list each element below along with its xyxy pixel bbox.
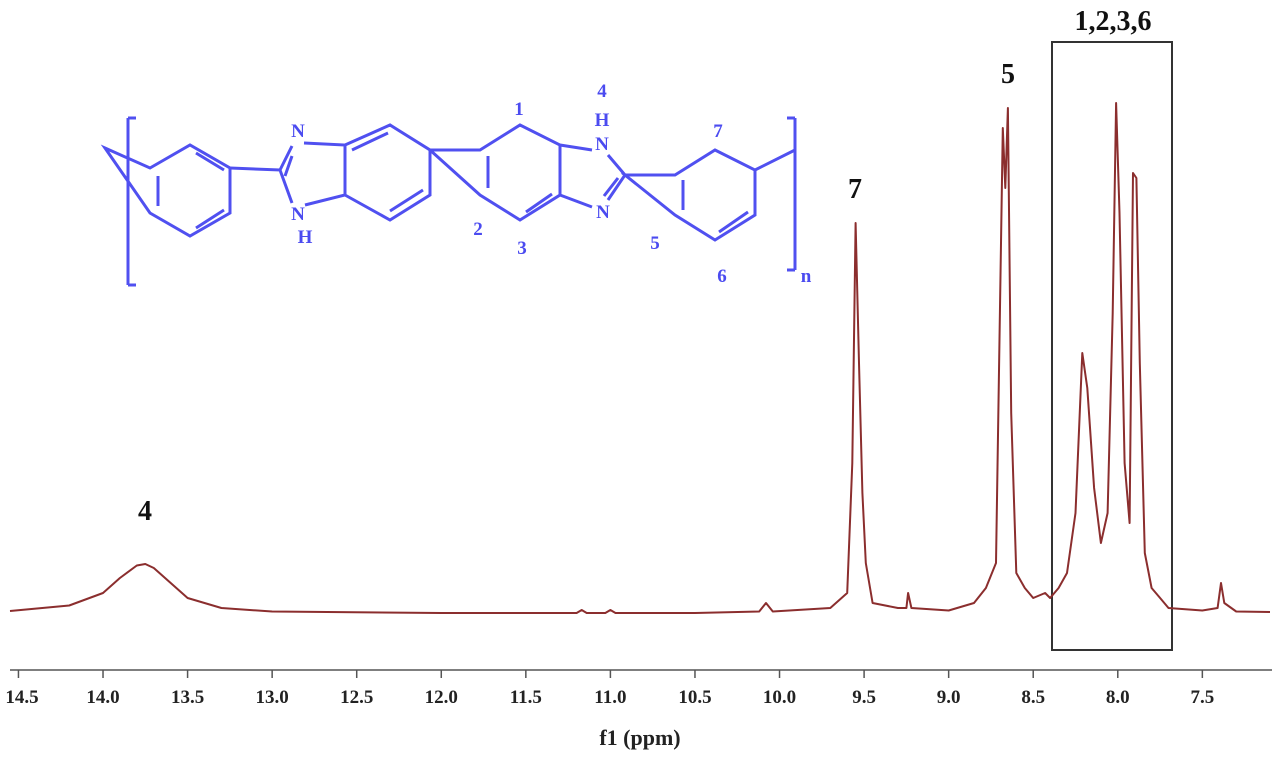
peak-label: 7 xyxy=(848,174,862,205)
ring xyxy=(229,141,347,207)
x-tick-label: 14.0 xyxy=(86,687,119,708)
spectrum-line xyxy=(9,102,1271,614)
x-tick-label: 13.5 xyxy=(171,687,204,708)
structure-label: 5 xyxy=(650,233,660,254)
x-tick-label: 8.5 xyxy=(1021,687,1045,708)
peak-label: 1,2,3,6 xyxy=(1075,6,1152,37)
bracket xyxy=(787,116,797,272)
x-tick-label: 7.5 xyxy=(1190,687,1214,708)
structure-label: 7 xyxy=(713,121,723,142)
bracket xyxy=(126,116,136,287)
x-tick-label: 10.0 xyxy=(763,687,796,708)
x-tick-label: 9.5 xyxy=(852,687,876,708)
x-tick-label: 11.0 xyxy=(594,687,626,708)
structure-label: N xyxy=(291,121,305,142)
x-tick-label: 9.0 xyxy=(937,687,961,708)
x-axis-label: f1 (ppm) xyxy=(599,725,680,750)
structure-label: 6 xyxy=(717,266,727,287)
structure-label: 2 xyxy=(473,219,483,240)
x-tick-label: 12.0 xyxy=(425,687,458,708)
structure-label: N xyxy=(291,204,305,225)
peak-label: 4 xyxy=(138,496,152,527)
ring xyxy=(344,123,432,222)
structure xyxy=(100,116,797,287)
structure-label: H xyxy=(298,227,313,248)
x-tick-label: 10.5 xyxy=(678,687,711,708)
structure-label: H xyxy=(595,110,610,131)
structure-label: 1 xyxy=(514,99,524,120)
structure-label: N xyxy=(595,134,609,155)
highlight-box xyxy=(1051,41,1173,651)
structure-label: 3 xyxy=(517,238,527,259)
x-tick-label: 11.5 xyxy=(510,687,542,708)
ring xyxy=(620,148,796,242)
structure-label: N xyxy=(596,202,610,223)
ring xyxy=(426,123,562,222)
peak-label: 5 xyxy=(1001,59,1015,90)
x-tick-label: 13.0 xyxy=(256,687,289,708)
x-tick-label: 14.5 xyxy=(5,687,38,708)
x-tick-label: 12.5 xyxy=(340,687,373,708)
ring xyxy=(100,143,232,238)
structure-label: n xyxy=(801,266,812,287)
structure-label: 4 xyxy=(597,81,607,102)
x-tick-label: 8.0 xyxy=(1106,687,1130,708)
ring xyxy=(559,143,627,209)
